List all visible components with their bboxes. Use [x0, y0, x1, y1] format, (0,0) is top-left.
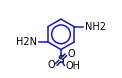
Text: S: S: [58, 55, 64, 65]
Text: O: O: [67, 49, 75, 59]
Text: OH: OH: [66, 61, 81, 71]
Text: O: O: [47, 60, 55, 70]
Text: H2N: H2N: [16, 37, 37, 47]
Text: NH2: NH2: [85, 22, 106, 32]
